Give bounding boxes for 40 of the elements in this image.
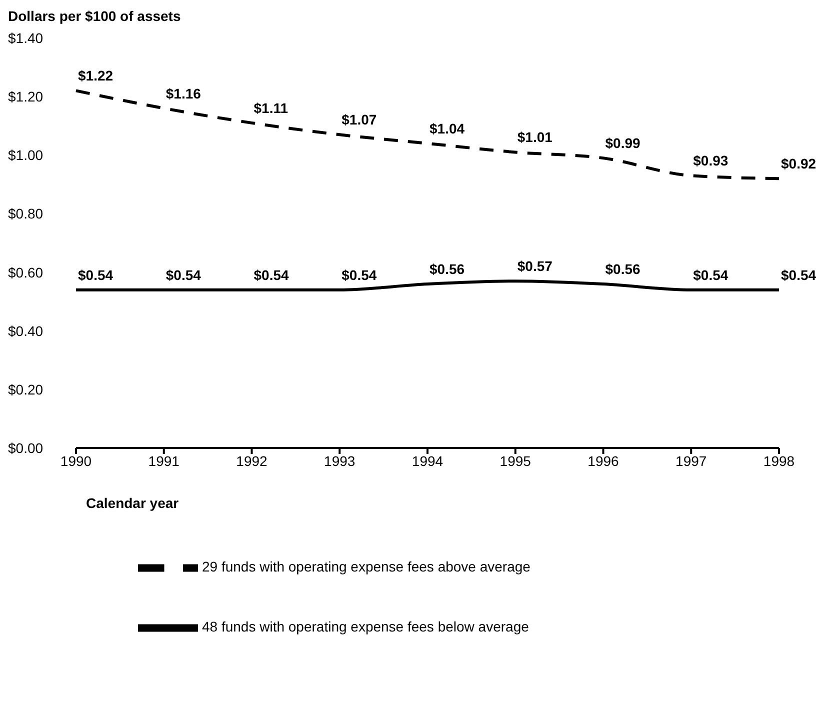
x-axis-title: Calendar year [86,495,180,511]
data-label: $1.01 [517,129,553,146]
data-label: $0.56 [605,261,640,277]
data-label: $0.54 [342,266,377,283]
data-label: $0.54 [781,266,816,283]
data-label: $1.11 [254,100,288,116]
y-tick-label: $1.20 [8,88,44,105]
data-label: $0.54 [693,266,728,283]
y-tick-label: $0.40 [8,322,44,339]
data-label: $0.92 [781,156,816,172]
x-tick-label: 1998 [763,452,795,469]
data-label: $0.54 [254,266,289,283]
data-label: $0.54 [166,266,202,283]
x-tick-label: 1994 [412,452,444,469]
data-label: $1.16 [166,85,202,102]
y-tick-label: $1.40 [8,30,44,46]
data-label: $1.22 [78,68,114,84]
data-label: $0.93 [693,152,728,169]
legend-label: 48 funds with operating expense fees below average [202,618,529,635]
x-tick-label: 1993 [324,452,356,469]
y-tick-label: $0.00 [8,440,44,456]
data-label: $1.07 [342,112,377,128]
y-tick-label: $0.20 [8,381,44,398]
x-tick-label: 1990 [60,452,92,469]
y-tick-label: $0.80 [8,206,44,222]
y-tick-label: $0.60 [8,264,44,280]
x-tick-label: 1995 [500,452,532,469]
x-tick-label: 1992 [236,452,268,469]
x-tick-label: 1991 [148,452,180,469]
data-label: $0.54 [78,266,114,283]
data-label: $0.56 [430,261,465,277]
data-label: $0.57 [517,258,553,274]
y-tick-label: $1.00 [8,147,44,164]
data-label: $1.04 [430,120,465,136]
legend-label: 29 funds with operating expense fees above average [202,558,530,575]
chart-title: Dollars per $100 of assets [8,8,182,24]
data-label: $0.99 [605,135,640,152]
x-tick-label: 1996 [588,452,620,469]
x-tick-label: 1997 [676,452,707,469]
line-series [74,89,780,180]
